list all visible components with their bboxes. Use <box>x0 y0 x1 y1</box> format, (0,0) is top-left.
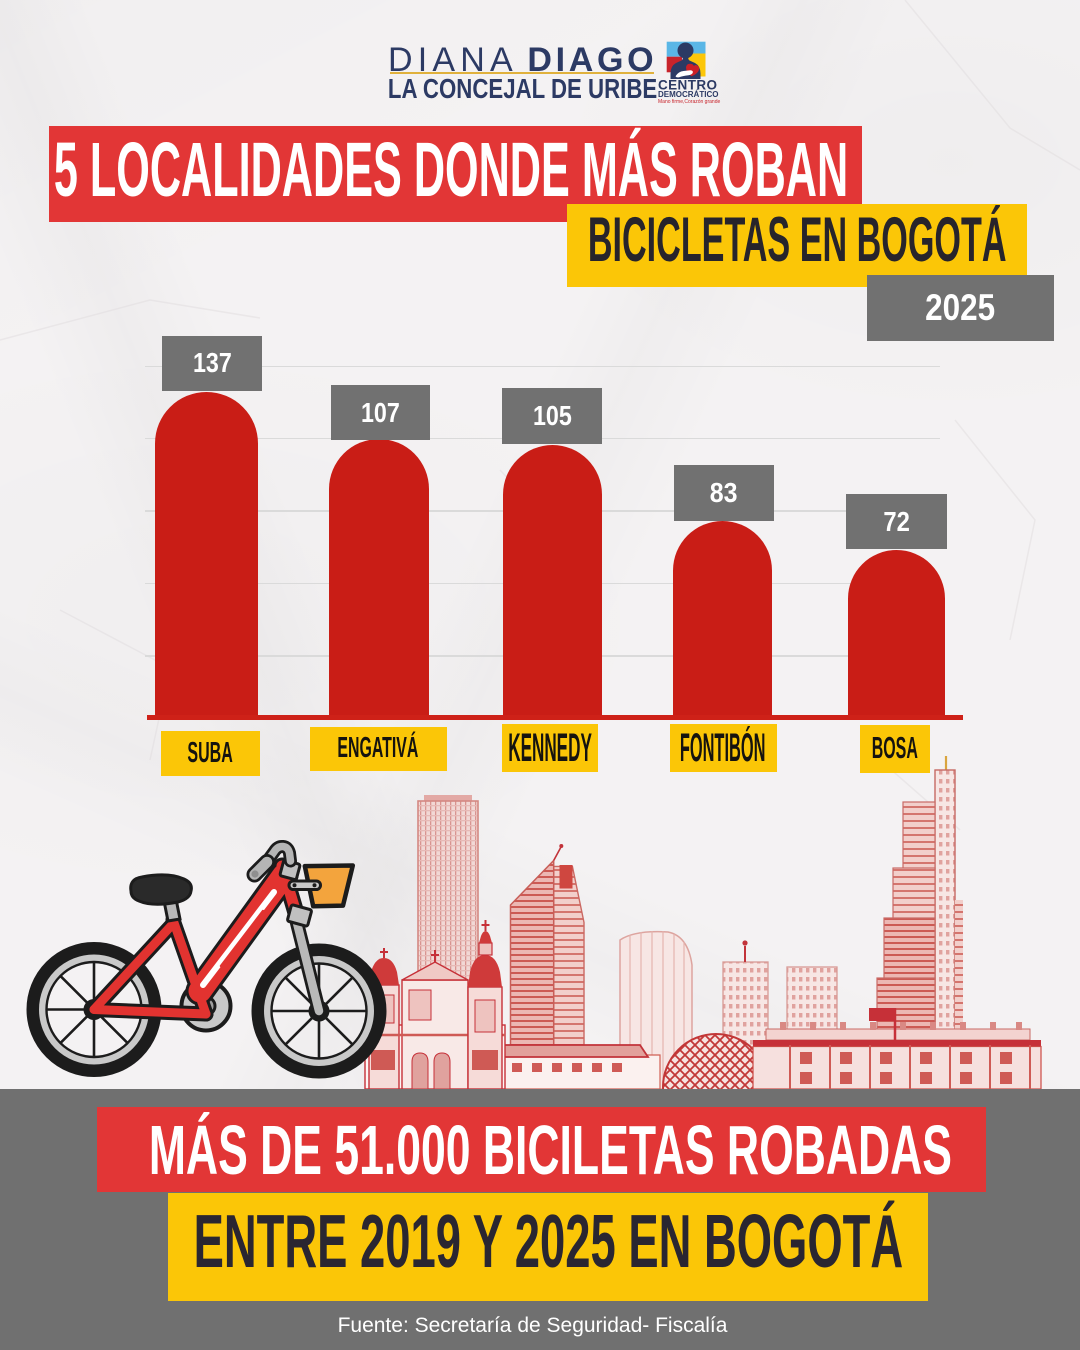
svg-text:Mano firme,Corazón grande: Mano firme,Corazón grande <box>658 99 720 105</box>
svg-text:CENTRO: CENTRO <box>658 78 717 93</box>
svg-text:DEMOCRÁTICO: DEMOCRÁTICO <box>658 90 718 99</box>
